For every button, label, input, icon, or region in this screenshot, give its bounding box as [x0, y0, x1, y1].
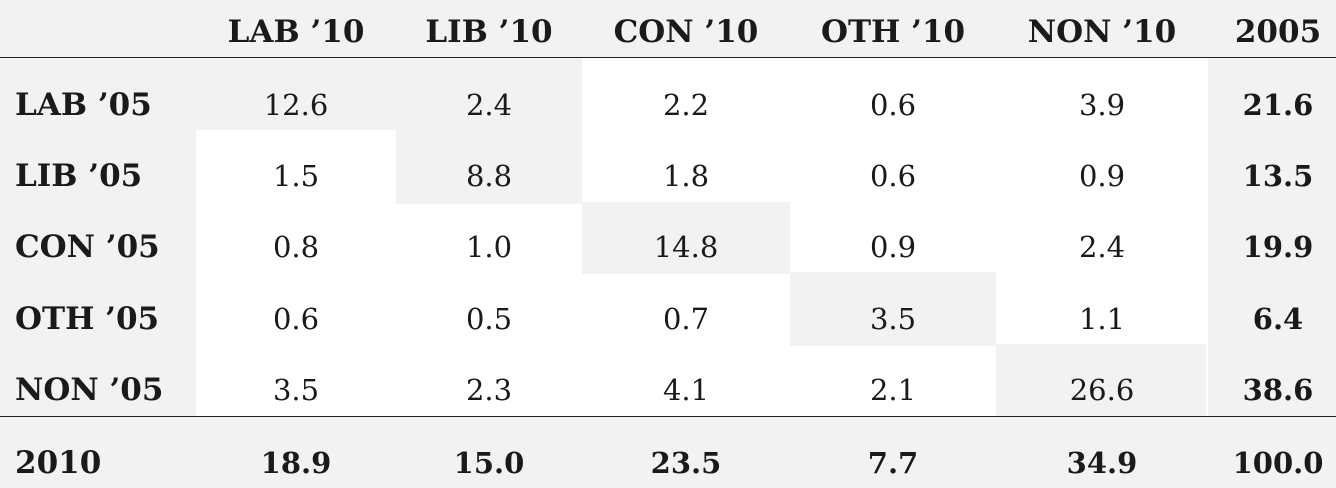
table-cell: 0.5	[465, 302, 513, 336]
table-cell: 2.3	[465, 373, 513, 407]
non-non-background	[996, 344, 1206, 416]
row-label: CON ’05	[15, 229, 160, 265]
table-cell: 0.8	[272, 230, 320, 264]
table-cell: 26.6	[1069, 373, 1135, 407]
footer-rule	[0, 416, 1336, 417]
row-label-column-background	[0, 58, 196, 416]
lab-lab-background	[196, 58, 396, 130]
row-label: NON ’05	[15, 372, 164, 408]
table-cell: 2.4	[1078, 230, 1126, 264]
total-column-background	[1208, 58, 1336, 416]
table-cell: 0.7	[662, 302, 710, 336]
column-header: CON ’10	[613, 14, 759, 50]
table-cell: 1.0	[465, 230, 513, 264]
table-cell: 8.8	[465, 159, 513, 193]
row-total: 38.6	[1242, 373, 1314, 407]
column-total: 23.5	[650, 446, 722, 480]
header-background	[0, 0, 1336, 58]
column-total: 18.9	[260, 446, 332, 480]
table-cell: 3.9	[1078, 88, 1126, 122]
grand-total: 100.0	[1232, 446, 1324, 480]
table-cell: 1.1	[1078, 302, 1126, 336]
column-header: OTH ’10	[820, 14, 966, 50]
header-rule	[0, 57, 1336, 58]
table-cell: 0.6	[869, 88, 917, 122]
con-con-background	[582, 202, 790, 274]
table-cell: 0.6	[869, 159, 917, 193]
row-total: 6.4	[1252, 302, 1304, 336]
table-cell: 14.8	[653, 230, 719, 264]
table-cell: 12.6	[263, 88, 329, 122]
column-header: 2005	[1234, 14, 1322, 50]
footer-label: 2010	[15, 445, 102, 481]
row-label: OTH ’05	[15, 301, 160, 337]
column-total: 15.0	[453, 446, 525, 480]
row-label: LIB ’05	[15, 158, 143, 194]
table-cell: 1.5	[272, 159, 320, 193]
column-total: 34.9	[1066, 446, 1138, 480]
table-cell: 1.8	[662, 159, 710, 193]
table-cell: 3.5	[272, 373, 320, 407]
table-cell: 2.1	[869, 373, 917, 407]
row-total: 13.5	[1242, 159, 1314, 193]
row-label: LAB ’05	[15, 87, 152, 123]
lib-lib-background	[396, 58, 582, 204]
table-cell: 0.9	[869, 230, 917, 264]
table-cell: 0.6	[272, 302, 320, 336]
column-total: 7.7	[867, 446, 919, 480]
column-header: LAB ’10	[227, 14, 365, 50]
table-cell: 4.1	[662, 373, 710, 407]
table-cell: 3.5	[869, 302, 917, 336]
table-cell: 2.2	[662, 88, 710, 122]
column-header: NON ’10	[1027, 14, 1177, 50]
oth-oth-background	[790, 272, 996, 346]
table-cell: 2.4	[465, 88, 513, 122]
table-cell: 0.9	[1078, 159, 1126, 193]
row-total: 21.6	[1242, 88, 1314, 122]
column-header: LIB ’10	[425, 14, 553, 50]
footer-background	[0, 416, 1336, 488]
row-total: 19.9	[1242, 230, 1314, 264]
